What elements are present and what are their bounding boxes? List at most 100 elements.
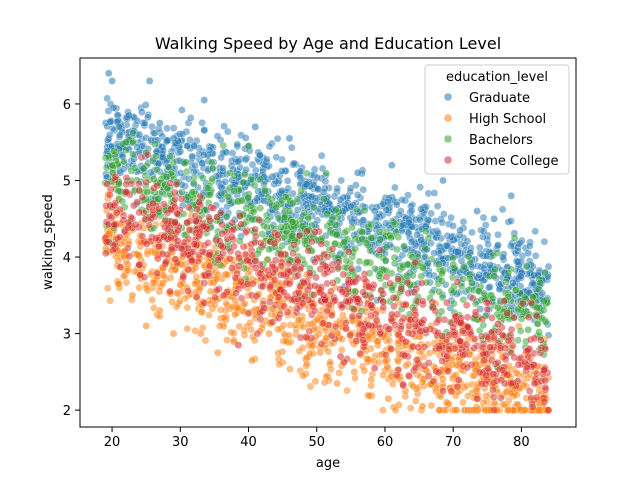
scatter-point [226,247,235,256]
scatter-point [234,157,243,166]
scatter-point [376,329,384,338]
scatter-point [302,333,311,342]
scatter-point [371,264,379,273]
scatter-point [494,230,502,239]
scatter-point [255,216,264,224]
scatter-point [169,134,178,143]
scatter-point [490,333,498,342]
scatter-point [404,329,413,337]
scatter-point [198,307,207,316]
scatter-point [263,223,271,232]
scatter-point [353,168,362,177]
scatter-point [415,216,424,224]
scatter-point [319,291,328,300]
scatter-point [108,77,116,85]
scatter-point [295,231,304,240]
scatter-point [178,188,186,196]
scatter-point [183,303,192,312]
scatter-point [310,203,318,212]
scatter-point [176,147,185,156]
scatter-point [430,189,439,197]
scatter-point [458,327,467,335]
scatter-point [216,208,225,217]
scatter-point [228,218,237,227]
scatter-point [329,278,337,287]
scatter-point [248,160,257,169]
scatter-point [190,240,199,249]
scatter-point [524,249,533,258]
scatter-point [274,214,283,223]
scatter-point [131,164,139,172]
scatter-point [281,193,290,201]
legend-label: Some College [469,154,559,169]
scatter-point [351,278,360,286]
scatter-point [146,270,155,279]
scatter-point [296,174,305,182]
scatter-point [184,287,192,295]
scatter-point [169,158,178,167]
scatter-point [365,391,374,400]
scatter-point [425,271,434,279]
scatter-point [480,264,488,273]
scatter-point [280,302,289,311]
scatter-point [334,263,343,272]
scatter-point [477,332,486,341]
scatter-point [382,273,391,281]
scatter-point [478,379,486,388]
scatter-point [115,123,123,131]
scatter-point [166,287,174,296]
scatter-point [230,171,239,180]
scatter-point [525,242,534,250]
scatter-point [104,69,113,78]
scatter-point [103,284,112,293]
scatter-point [367,311,375,320]
scatter-point [447,387,456,396]
scatter-point [356,349,364,358]
scatter-point [484,283,493,292]
scatter-point [413,230,421,239]
scatter-point [195,198,203,206]
scatter-point [323,307,331,315]
y-tick-label: 3 [63,328,71,343]
scatter-point [417,236,426,244]
scatter-point [317,340,326,348]
scatter-point [318,319,327,328]
x-tick-label: 40 [240,435,257,450]
scatter-point [514,239,523,248]
scatter-point [323,252,332,261]
x-tick-label: 60 [377,435,394,450]
scatter-point [533,311,541,320]
scatter-point [449,323,457,332]
scatter-point [290,240,298,249]
scatter-point [170,218,179,226]
scatter-point [145,77,154,85]
scatter-point [341,319,350,327]
scatter-point [510,353,519,362]
scatter-point [484,364,492,373]
scatter-point [186,114,195,122]
scatter-point [171,195,179,204]
scatter-point [379,290,388,298]
scatter-point [106,190,114,199]
scatter-point [303,360,311,368]
scatter-point [240,326,248,335]
scatter-point [308,341,317,350]
scatter-point [277,262,285,270]
scatter-point [340,358,348,367]
scatter-point [193,205,201,214]
scatter-point [339,270,348,279]
scatter-point [320,195,328,203]
scatter-point [387,345,395,353]
legend-marker [443,113,453,123]
scatter-points [101,69,553,415]
scatter-point [359,185,368,194]
y-axis-ticks: 2 3 4 5 6 [63,98,80,419]
scatter-point [370,207,379,215]
scatter-point [234,303,242,312]
scatter-point [273,134,282,143]
scatter-point [404,228,413,237]
scatter-point [231,273,240,282]
scatter-point [302,169,311,178]
scatter-point [468,228,476,237]
scatter-point [457,319,465,327]
